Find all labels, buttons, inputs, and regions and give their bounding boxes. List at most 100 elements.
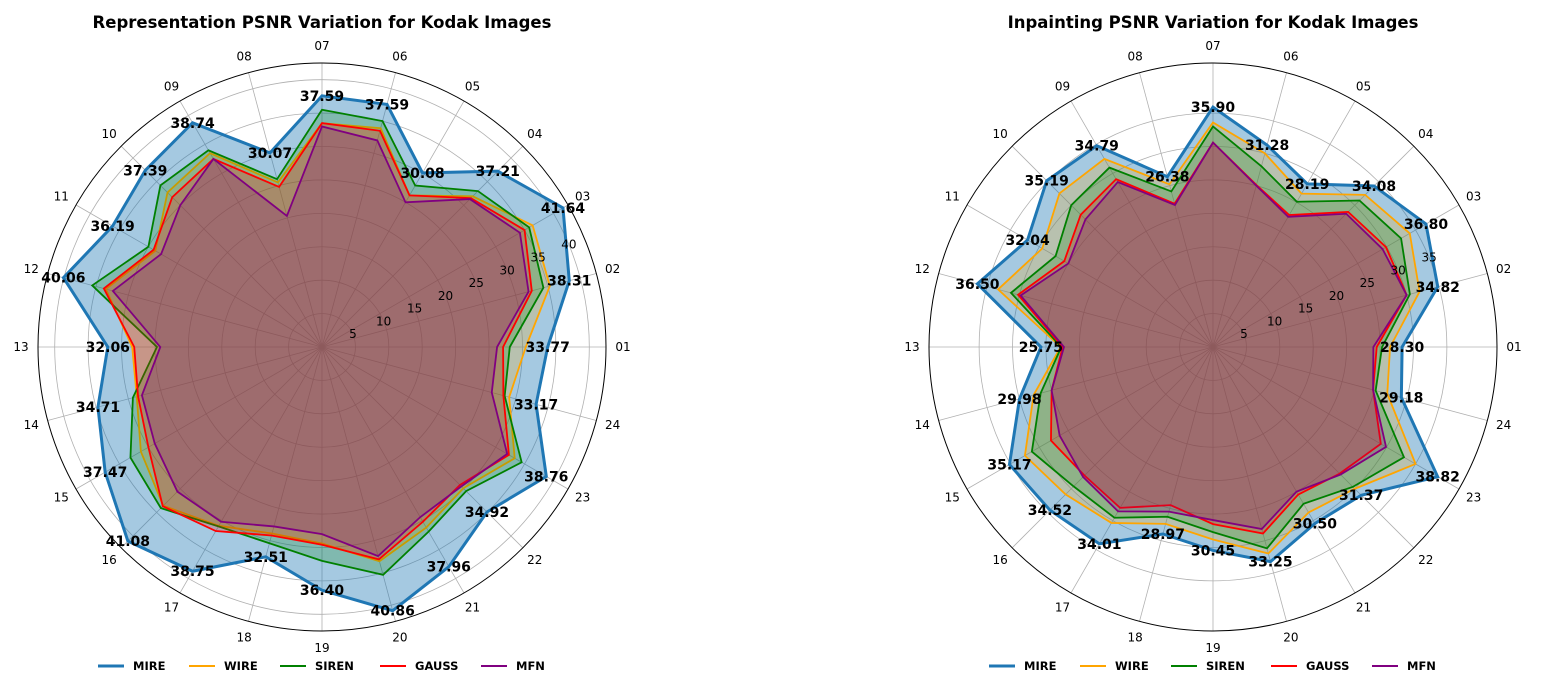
value-label: 35.90 <box>1191 100 1236 116</box>
value-label: 38.31 <box>547 274 591 290</box>
category-label: 08 <box>1127 49 1142 63</box>
category-label: 06 <box>1283 49 1298 63</box>
value-labels: 28.30 34.82 36.80 34.08 28.19 31.28 35.90 26.38… <box>955 100 1460 570</box>
value-label: 34.52 <box>1028 503 1072 519</box>
category-label: 14 <box>915 418 930 432</box>
category-label: 24 <box>605 418 620 432</box>
radial-tick-label: 15 <box>407 302 422 316</box>
category-label: 20 <box>1283 631 1298 645</box>
grid-spoke <box>1139 346 1214 622</box>
value-label: 37.96 <box>427 560 471 576</box>
grid-spoke <box>321 346 524 549</box>
category-label: 08 <box>236 49 251 63</box>
radial-tick-label: 25 <box>469 276 484 290</box>
value-label: 36.40 <box>300 583 345 599</box>
value-label: 37.39 <box>123 163 167 179</box>
grid-spoke <box>321 145 524 348</box>
grid-spoke <box>1070 346 1214 594</box>
value-label: 32.04 <box>1005 233 1050 249</box>
grid-spoke <box>1212 273 1488 348</box>
grid-spoke <box>1212 100 1356 348</box>
legend-label-mire: MIRE <box>133 659 166 673</box>
legend-label-mfn: MFN <box>516 659 545 673</box>
radial-tick-label: 30 <box>500 263 515 277</box>
category-label: 19 <box>1205 641 1220 655</box>
grid-spoke <box>321 346 569 490</box>
radial-tick-label: 10 <box>1267 314 1282 328</box>
grid-spoke <box>1212 72 1287 348</box>
category-label: 02 <box>605 262 620 276</box>
grid-spoke <box>47 346 323 421</box>
value-label: 34.71 <box>76 400 120 416</box>
value-label: 36.19 <box>90 219 134 235</box>
grid-spoke <box>938 346 1214 421</box>
value-label: 41.64 <box>541 201 586 217</box>
radial-tick-label: 20 <box>438 289 453 303</box>
category-label: 02 <box>1496 262 1511 276</box>
value-label: 34.92 <box>465 505 509 521</box>
value-label: 28.19 <box>1285 177 1329 193</box>
grid-spoke <box>248 72 323 348</box>
category-label: 18 <box>1127 631 1142 645</box>
value-label: 41.08 <box>106 534 150 550</box>
value-label: 36.50 <box>955 277 1000 293</box>
value-label: 32.06 <box>86 340 130 356</box>
radial-tick-labels: 5 10 15 20 25 30 35 40 <box>349 238 576 342</box>
grid-spoke <box>1212 346 1488 421</box>
category-label: 23 <box>1466 491 1481 505</box>
legend-label-siren: SIREN <box>315 659 354 673</box>
grid-spoke <box>248 346 323 622</box>
radial-tick-label: 20 <box>1329 289 1344 303</box>
polar-frame <box>928 62 1498 632</box>
radial-tick-label: 30 <box>1391 263 1406 277</box>
grid-spoke <box>1212 346 1415 549</box>
value-label: 31.37 <box>1339 488 1383 504</box>
series-mfn <box>111 125 530 558</box>
grid-spoke <box>321 204 569 348</box>
category-label: 22 <box>527 553 542 567</box>
value-label: 30.50 <box>1293 517 1338 533</box>
grid-spoke <box>1139 72 1214 348</box>
chart-title: Representation PSNR Variation for Kodak … <box>93 13 552 32</box>
value-label: 33.77 <box>526 340 570 356</box>
grid-spoke <box>321 100 465 348</box>
value-label: 28.30 <box>1380 340 1425 356</box>
value-label: 37.47 <box>83 465 127 481</box>
category-label: 11 <box>54 190 69 204</box>
grid-spoke <box>179 100 323 348</box>
grid-spoke <box>1212 145 1415 348</box>
value-label: 37.21 <box>476 164 520 180</box>
category-label: 17 <box>1055 601 1070 615</box>
value-label: 25.75 <box>1019 340 1063 356</box>
legend-label-wire: WIRE <box>1115 659 1149 673</box>
radial-grid <box>38 63 606 631</box>
grid-spoke <box>321 346 597 421</box>
value-label: 30.45 <box>1191 544 1235 560</box>
category-label: 18 <box>236 631 251 645</box>
category-label: 14 <box>24 418 39 432</box>
legend-label-gauss: GAUSS <box>1306 659 1349 673</box>
series-group <box>975 104 1440 564</box>
legend-label-mire: MIRE <box>1024 659 1057 673</box>
value-label: 28.97 <box>1141 527 1185 543</box>
category-label: 09 <box>1055 79 1070 93</box>
category-label: 15 <box>945 491 960 505</box>
grid-spoke <box>966 204 1214 348</box>
value-label: 40.86 <box>371 604 415 620</box>
legend: MIRE WIRE SIREN GAUSS MFN <box>989 659 1436 673</box>
legend-label-gauss: GAUSS <box>415 659 458 673</box>
series-siren <box>90 108 545 576</box>
value-label: 33.25 <box>1248 555 1292 571</box>
value-label: 34.01 <box>1077 537 1121 553</box>
value-label: 30.07 <box>248 146 292 162</box>
category-label: 13 <box>13 340 28 354</box>
grid-spoke <box>1212 346 1356 594</box>
value-label: 32.51 <box>244 550 288 566</box>
category-label: 05 <box>465 79 480 93</box>
category-label: 21 <box>1356 601 1371 615</box>
radial-tick-labels: 5 10 15 20 25 30 35 <box>1240 251 1437 342</box>
category-label: 17 <box>164 601 179 615</box>
category-label: 05 <box>1356 79 1371 93</box>
category-label: 09 <box>164 79 179 93</box>
